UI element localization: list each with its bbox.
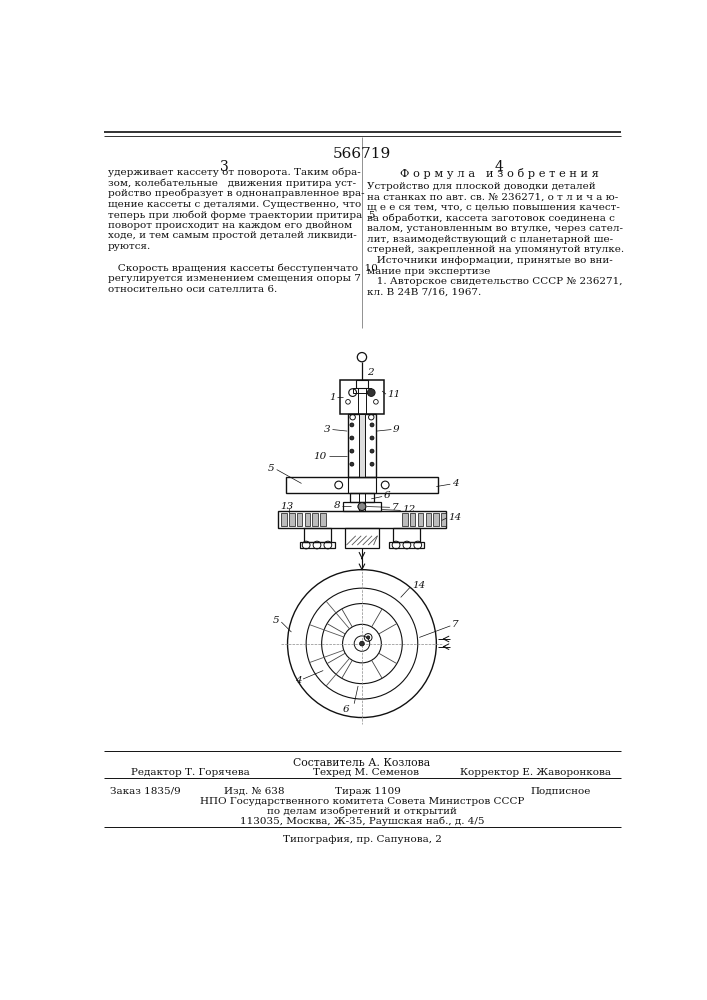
- Text: 10: 10: [313, 452, 327, 461]
- Circle shape: [370, 423, 374, 427]
- Bar: [389, 542, 424, 548]
- Text: 3: 3: [220, 160, 228, 174]
- Text: 5: 5: [273, 616, 280, 625]
- Bar: [433, 513, 438, 526]
- Text: 6: 6: [384, 491, 390, 500]
- Bar: [402, 513, 408, 526]
- Text: 4: 4: [452, 479, 458, 488]
- Circle shape: [360, 641, 364, 646]
- Circle shape: [350, 449, 354, 453]
- Text: 113035, Москва, Ж-35, Раушская наб., д. 4/5: 113035, Москва, Ж-35, Раушская наб., д. …: [240, 817, 484, 826]
- Bar: [304, 528, 331, 542]
- Bar: [348, 414, 376, 477]
- Text: 9: 9: [393, 425, 399, 434]
- Circle shape: [350, 462, 354, 466]
- Text: Изд. № 638: Изд. № 638: [224, 787, 284, 796]
- Circle shape: [350, 436, 354, 440]
- Text: 2: 2: [367, 368, 373, 377]
- Text: Заказ 1835/9: Заказ 1835/9: [110, 787, 181, 796]
- Text: щ е е ся тем, что, с целью повышения качест-: щ е е ся тем, что, с целью повышения кач…: [368, 203, 620, 212]
- Text: лит, взаимодействующий с планетарной ше-: лит, взаимодействующий с планетарной ше-: [368, 235, 614, 244]
- Text: относительно оси сателлита 6.: относительно оси сателлита 6.: [107, 285, 277, 294]
- Text: валом, установленным во втулке, через сател-: валом, установленным во втулке, через са…: [368, 224, 624, 233]
- Bar: [340, 380, 384, 414]
- Bar: [353, 388, 371, 393]
- Text: 6: 6: [343, 705, 350, 714]
- Text: зом, колебательные   движения притира уст-: зом, колебательные движения притира уст-: [107, 178, 356, 188]
- Text: 13: 13: [280, 502, 293, 511]
- Text: 11: 11: [387, 390, 401, 399]
- Text: 12: 12: [402, 505, 416, 514]
- Text: регулируется изменением смещения опоры 7: регулируется изменением смещения опоры 7: [107, 274, 361, 283]
- Bar: [410, 513, 416, 526]
- Text: 8: 8: [334, 501, 340, 510]
- Bar: [289, 513, 295, 526]
- Text: 7: 7: [392, 503, 398, 512]
- Text: Подписное: Подписное: [530, 787, 590, 796]
- Text: 14: 14: [448, 513, 461, 522]
- Text: ва обработки, кассета заготовок соединена с: ва обработки, кассета заготовок соединен…: [368, 213, 615, 223]
- Text: удерживает кассету от поворота. Таким обра-: удерживает кассету от поворота. Таким об…: [107, 168, 361, 177]
- Bar: [349, 493, 374, 502]
- Text: стерней, закрепленной на упомянутой втулке.: стерней, закрепленной на упомянутой втул…: [368, 245, 624, 254]
- Circle shape: [358, 503, 366, 510]
- Bar: [305, 513, 310, 526]
- Text: Корректор Е. Жаворонкова: Корректор Е. Жаворонкова: [460, 768, 612, 777]
- Text: на станках по авт. св. № 236271, о т л и ч а ю-: на станках по авт. св. № 236271, о т л и…: [368, 192, 619, 201]
- Text: Составитель А. Козлова: Составитель А. Козлова: [293, 758, 431, 768]
- Text: Типография, пр. Сапунова, 2: Типография, пр. Сапунова, 2: [283, 835, 441, 844]
- Text: 5: 5: [268, 464, 274, 473]
- Bar: [281, 513, 287, 526]
- Text: Ф о р м у л а   и з о б р е т е н и я: Ф о р м у л а и з о б р е т е н и я: [399, 168, 599, 179]
- Text: 1. Авторское свидетельство СССР № 236271,: 1. Авторское свидетельство СССР № 236271…: [368, 277, 623, 286]
- Circle shape: [350, 423, 354, 427]
- Text: Устройство для плоской доводки деталей: Устройство для плоской доводки деталей: [368, 182, 596, 191]
- Text: Тираж 1109: Тираж 1109: [335, 787, 401, 796]
- Text: 566719: 566719: [333, 147, 391, 161]
- Text: щение кассеты с деталями. Существенно, что: щение кассеты с деталями. Существенно, ч…: [107, 200, 361, 209]
- Bar: [359, 493, 365, 502]
- Text: ходе, и тем самым простой деталей ликвиди-: ходе, и тем самым простой деталей ликвид…: [107, 231, 356, 240]
- Bar: [320, 513, 325, 526]
- Text: Техред М. Семенов: Техред М. Семенов: [313, 768, 419, 777]
- Bar: [279, 511, 445, 528]
- Circle shape: [368, 389, 375, 396]
- Text: НПО Государственного комитета Совета Министров СССР: НПО Государственного комитета Совета Мин…: [200, 797, 524, 806]
- Bar: [393, 528, 420, 542]
- Circle shape: [370, 462, 374, 466]
- Bar: [348, 477, 376, 493]
- Circle shape: [370, 449, 374, 453]
- Text: 4: 4: [495, 160, 503, 174]
- Text: ройство преобразует в однонаправленное вра-: ройство преобразует в однонаправленное в…: [107, 189, 364, 198]
- Text: Редактор Т. Горячева: Редактор Т. Горячева: [131, 768, 250, 777]
- Circle shape: [367, 636, 370, 639]
- Circle shape: [370, 436, 374, 440]
- Bar: [426, 513, 431, 526]
- Bar: [356, 380, 368, 388]
- Bar: [344, 502, 380, 511]
- Bar: [286, 477, 438, 493]
- Bar: [358, 388, 366, 414]
- Text: 7: 7: [452, 620, 458, 629]
- Text: 3: 3: [325, 425, 331, 434]
- Bar: [312, 513, 317, 526]
- Text: Скорость вращения кассеты бесступенчато  10: Скорость вращения кассеты бесступенчато …: [107, 263, 378, 273]
- Bar: [300, 542, 335, 548]
- Bar: [441, 513, 446, 526]
- Text: поворот происходит на каждом его двойном: поворот происходит на каждом его двойном: [107, 221, 352, 230]
- Bar: [297, 513, 303, 526]
- Text: теперь при любой форме траектории притира  5: теперь при любой форме траектории притир…: [107, 210, 375, 220]
- Text: по делам изобретений и открытий: по делам изобретений и открытий: [267, 807, 457, 816]
- Bar: [418, 513, 423, 526]
- Text: мание при экспертизе: мание при экспертизе: [368, 267, 491, 276]
- Bar: [359, 502, 365, 511]
- Text: Источники информации, принятые во вни-: Источники информации, принятые во вни-: [368, 256, 613, 265]
- Text: 1: 1: [329, 393, 336, 402]
- Text: руются.: руются.: [107, 242, 151, 251]
- Text: 14: 14: [412, 581, 426, 590]
- Text: 4: 4: [295, 676, 301, 685]
- Bar: [359, 414, 365, 477]
- Text: кл. В 24В 7/16, 1967.: кл. В 24В 7/16, 1967.: [368, 288, 481, 297]
- Bar: [345, 528, 379, 548]
